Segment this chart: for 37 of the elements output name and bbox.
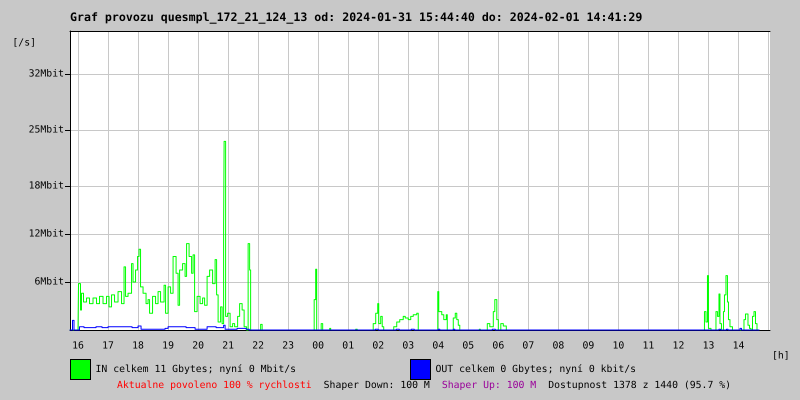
x-axis-title: [h] (772, 350, 790, 362)
x-tick-label: 10 (612, 340, 624, 352)
text: Aktualne povoleno 100 % rychlosti (117, 379, 312, 393)
x-tick-label: 17 (102, 340, 114, 352)
legend-label: OUT celkem 0 Gbytes; nyní 0 kbit/s (436, 364, 636, 375)
legend-label: IN celkem 11 Gbytes; nyní 0 Mbit/s (96, 364, 296, 375)
x-tick-label: 22 (252, 340, 264, 352)
x-tick-label: 18 (132, 340, 144, 352)
x-tick-label: 02 (372, 340, 384, 352)
text: Shaper Up: 100 M (442, 379, 536, 393)
x-tick-label: 06 (492, 340, 504, 352)
x-tick-label: 20 (192, 340, 204, 352)
y-tick-label: 12Mbit (28, 228, 64, 240)
x-tick-label: 04 (432, 340, 444, 352)
x-tick-label: 01 (342, 340, 354, 352)
x-tick-label: 12 (672, 340, 684, 352)
x-tick-label: 03 (402, 340, 414, 352)
y-tick-label: 18Mbit (28, 180, 64, 192)
x-tick-label: 23 (282, 340, 294, 352)
x-tick-label: 21 (222, 340, 234, 352)
y-tick-label: 32Mbit (28, 68, 64, 80)
chart-title: Graf provozu quesmpl_172_21_124_13 od: 2024-01-31 15:44:40 do: 2024-02-01 14:41:29 (70, 10, 642, 24)
x-tick-label: 00 (312, 340, 324, 352)
x-tick-label: 08 (552, 340, 564, 352)
x-tick-label: 05 (462, 340, 474, 352)
x-tick-label: 11 (642, 340, 654, 352)
x-tick-label: 07 (522, 340, 534, 352)
x-tick-label: 14 (732, 340, 744, 352)
y-axis-title: [/s] (12, 38, 36, 48)
y-tick-label: 25Mbit (28, 124, 64, 136)
x-tick-label: 09 (582, 340, 594, 352)
y-tick-label: 6Mbit (34, 276, 64, 288)
text: Shaper Down: 100 M (324, 379, 430, 393)
x-tick-label: 19 (162, 340, 174, 352)
x-tick-label: 13 (702, 340, 714, 352)
text: Dostupnost 1378 z 1440 (95.7 %) (548, 379, 732, 393)
x-tick-label: 16 (72, 340, 84, 352)
